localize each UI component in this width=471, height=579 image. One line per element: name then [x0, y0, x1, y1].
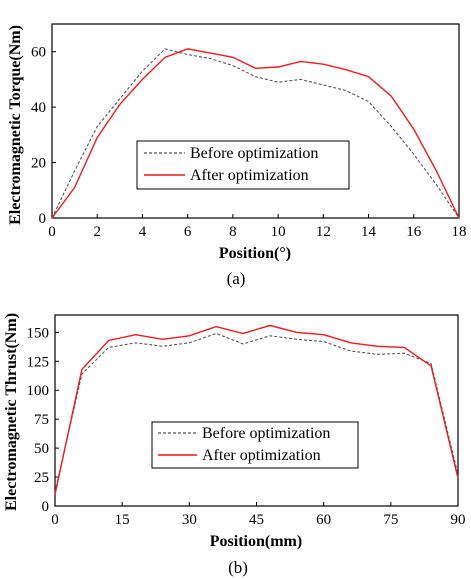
thrust-x-tick-label: 75 [383, 512, 398, 528]
thrust-legend: Before optimization After optimization [151, 421, 359, 469]
thrust-y-tick-label: 50 [34, 441, 49, 457]
thrust-plot-frame [54, 314, 459, 507]
torque-y-tick-label: 60 [31, 45, 46, 61]
thrust-chart: 0 15 30 45 60 75 90 0 25 50 75 100 125 150 Before opt… [3, 313, 466, 577]
torque-ticks: 0 2 4 6 8 10 12 14 16 18 0 20 40 60 [31, 45, 467, 240]
torque-x-tick-label: 18 [452, 224, 467, 240]
torque-x-tick-label: 4 [139, 224, 147, 240]
torque-series-after-line [51, 48, 460, 219]
thrust-lines [54, 324, 459, 495]
thrust-x-tick-label: 90 [451, 512, 466, 528]
torque-x-tick-label: 0 [48, 224, 56, 240]
torque-legend: Before optimization After optimization [136, 140, 350, 190]
torque-x-tick-label: 14 [361, 224, 377, 240]
torque-x-tick-label: 12 [316, 224, 331, 240]
torque-y-tick-label: 0 [39, 211, 47, 227]
torque-legend-after-label: After optimization [190, 167, 309, 184]
torque-y-axis-label: Electromagnetic Torque(Nm) [7, 25, 24, 225]
thrust-ticks: 0 15 30 45 60 75 90 0 25 50 75 100 125 150 [27, 325, 466, 528]
thrust-x-tick-label: 60 [316, 512, 331, 528]
torque-legend-box [136, 140, 350, 190]
thrust-y-tick-label: 25 [34, 470, 49, 486]
torque-caption: (a) [227, 269, 246, 288]
torque-y-tick-label: 20 [31, 156, 46, 172]
thrust-x-axis-label: Position(mm) [210, 533, 302, 550]
thrust-x-tick-label: 15 [115, 512, 130, 528]
thrust-y-axis-label: Electromagnetic Thrust(Nm) [3, 313, 20, 511]
thrust-legend-after-label: After optimization [202, 447, 321, 464]
torque-x-tick-label: 6 [184, 224, 192, 240]
thrust-series-before-line [54, 332, 459, 493]
thrust-legend-box [151, 421, 359, 469]
thrust-x-tick-label: 0 [51, 512, 59, 528]
thrust-y-tick-label: 75 [34, 412, 49, 428]
thrust-x-tick-label: 45 [249, 512, 264, 528]
torque-x-tick-label: 10 [271, 224, 286, 240]
torque-y-tick-label: 40 [31, 100, 46, 116]
torque-x-tick-label: 8 [229, 224, 237, 240]
torque-legend-before-label: Before optimization [190, 145, 318, 162]
thrust-y-tick-label: 0 [42, 499, 50, 515]
torque-x-tick-label: 2 [93, 224, 101, 240]
torque-plot-frame [51, 23, 460, 219]
thrust-y-tick-label: 100 [27, 383, 50, 399]
thrust-x-tick-label: 30 [182, 512, 197, 528]
thrust-legend-before-label: Before optimization [202, 425, 330, 442]
torque-x-axis-label: Position(°) [219, 245, 291, 262]
thrust-y-tick-label: 150 [27, 325, 50, 341]
torque-x-tick-label: 16 [406, 224, 422, 240]
thrust-series-after-line [54, 324, 459, 495]
thrust-caption: (b) [228, 558, 248, 577]
torque-chart: 0 2 4 6 8 10 12 14 16 18 0 20 40 60 Before optimizati… [7, 23, 467, 288]
torque-series-before-line [51, 48, 460, 219]
torque-lines [51, 48, 460, 219]
thrust-y-tick-label: 125 [27, 354, 50, 370]
